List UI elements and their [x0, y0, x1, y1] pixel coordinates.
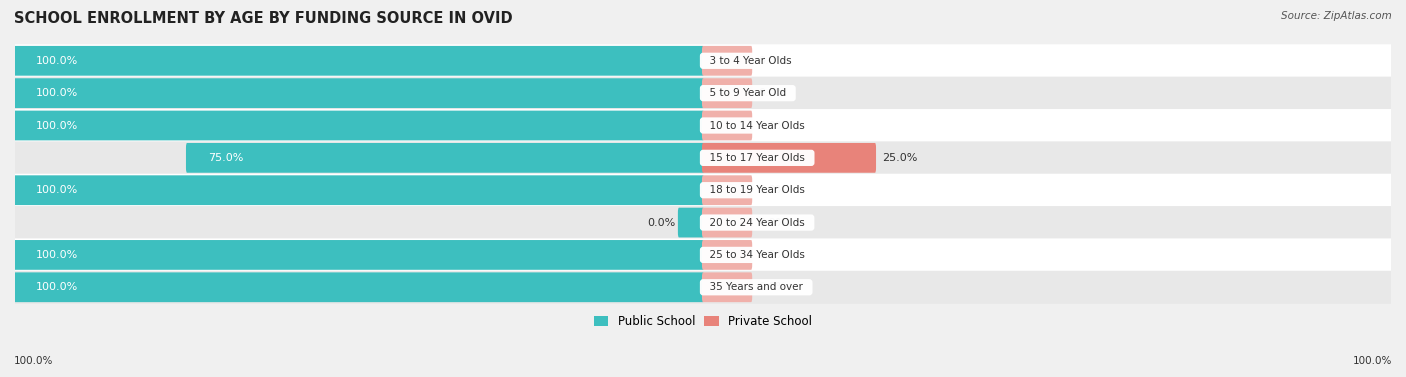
Text: 15 to 17 Year Olds: 15 to 17 Year Olds [703, 153, 811, 163]
Text: 100.0%: 100.0% [35, 88, 77, 98]
FancyBboxPatch shape [15, 109, 1391, 142]
Text: 0.0%: 0.0% [758, 185, 786, 195]
FancyBboxPatch shape [702, 208, 752, 238]
Text: 100.0%: 100.0% [14, 356, 53, 366]
FancyBboxPatch shape [15, 271, 1391, 304]
Text: 100.0%: 100.0% [35, 121, 77, 130]
FancyBboxPatch shape [15, 141, 1391, 174]
FancyBboxPatch shape [186, 143, 704, 173]
Text: 100.0%: 100.0% [1353, 356, 1392, 366]
Text: 100.0%: 100.0% [35, 250, 77, 260]
Text: 18 to 19 Year Olds: 18 to 19 Year Olds [703, 185, 811, 195]
FancyBboxPatch shape [14, 175, 704, 205]
FancyBboxPatch shape [14, 240, 704, 270]
FancyBboxPatch shape [702, 110, 752, 140]
Text: SCHOOL ENROLLMENT BY AGE BY FUNDING SOURCE IN OVID: SCHOOL ENROLLMENT BY AGE BY FUNDING SOUR… [14, 11, 513, 26]
Text: 35 Years and over: 35 Years and over [703, 282, 810, 292]
FancyBboxPatch shape [14, 110, 704, 140]
FancyBboxPatch shape [702, 46, 752, 76]
Text: 100.0%: 100.0% [35, 282, 77, 292]
Text: 20 to 24 Year Olds: 20 to 24 Year Olds [703, 218, 811, 228]
FancyBboxPatch shape [15, 238, 1391, 271]
FancyBboxPatch shape [15, 206, 1391, 239]
Text: 100.0%: 100.0% [35, 185, 77, 195]
Text: 3 to 4 Year Olds: 3 to 4 Year Olds [703, 56, 799, 66]
FancyBboxPatch shape [702, 175, 752, 205]
FancyBboxPatch shape [702, 143, 876, 173]
Text: 25 to 34 Year Olds: 25 to 34 Year Olds [703, 250, 811, 260]
FancyBboxPatch shape [702, 240, 752, 270]
Text: Source: ZipAtlas.com: Source: ZipAtlas.com [1281, 11, 1392, 21]
FancyBboxPatch shape [14, 78, 704, 108]
FancyBboxPatch shape [14, 273, 704, 302]
Text: 0.0%: 0.0% [758, 121, 786, 130]
Text: 75.0%: 75.0% [208, 153, 243, 163]
Text: 0.0%: 0.0% [758, 218, 786, 228]
Text: 0.0%: 0.0% [758, 282, 786, 292]
Text: 0.0%: 0.0% [758, 56, 786, 66]
Text: 0.0%: 0.0% [647, 218, 675, 228]
Text: 0.0%: 0.0% [758, 88, 786, 98]
FancyBboxPatch shape [15, 174, 1391, 207]
Text: 25.0%: 25.0% [882, 153, 917, 163]
FancyBboxPatch shape [15, 44, 1391, 77]
Text: 5 to 9 Year Old: 5 to 9 Year Old [703, 88, 793, 98]
FancyBboxPatch shape [678, 208, 704, 238]
Text: 100.0%: 100.0% [35, 56, 77, 66]
Text: 10 to 14 Year Olds: 10 to 14 Year Olds [703, 121, 811, 130]
FancyBboxPatch shape [702, 78, 752, 108]
Legend: Public School, Private School: Public School, Private School [589, 310, 817, 333]
Text: 0.0%: 0.0% [758, 250, 786, 260]
FancyBboxPatch shape [702, 273, 752, 302]
FancyBboxPatch shape [15, 77, 1391, 110]
FancyBboxPatch shape [14, 46, 704, 76]
